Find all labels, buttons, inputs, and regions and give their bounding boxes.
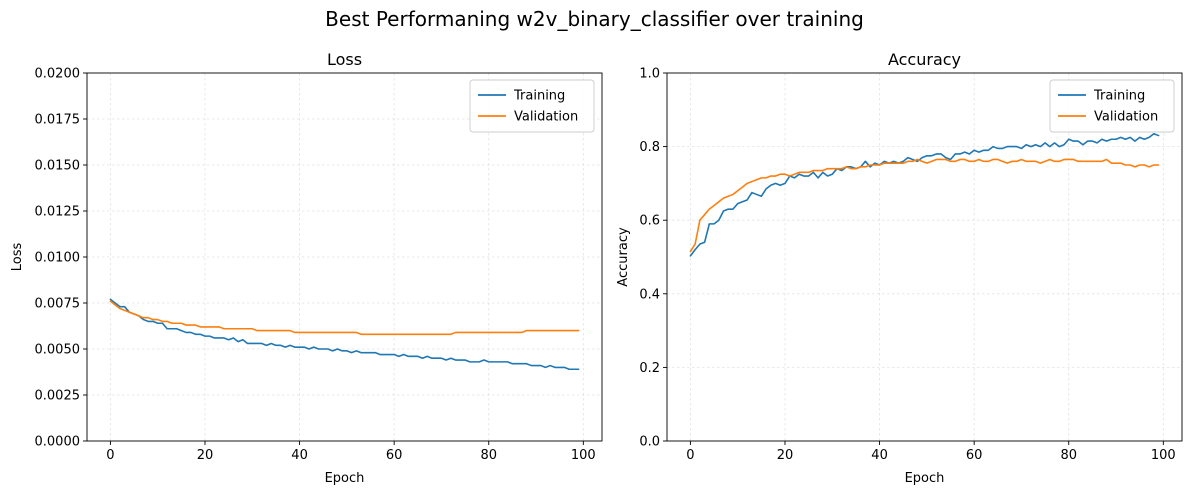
x-tick-label: 0	[106, 448, 114, 463]
series-line-validation	[689, 158, 1160, 253]
y-tick-label: 0.0000	[35, 435, 81, 450]
legend-label: Training	[1093, 89, 1145, 104]
y-tick-label: 0.0150	[35, 159, 81, 174]
y-tick-label: 0.0025	[35, 389, 81, 404]
legend-box	[469, 79, 595, 133]
figure-title: Best Performaning w2v_binary_classifier …	[325, 7, 864, 31]
y-tick-label: 0.6	[639, 214, 660, 229]
x-tick-label: 20	[777, 448, 794, 463]
x-tick-label: 100	[1151, 448, 1176, 463]
y-tick-label: 0.8	[639, 140, 660, 155]
plot-frame	[666, 72, 1183, 442]
chart-title: Accuracy	[888, 50, 961, 69]
x-tick-label: 60	[966, 448, 983, 463]
y-tick-label: 1.0	[639, 67, 660, 82]
legend-label: Training	[513, 89, 565, 104]
y-tick-label: 0.4	[639, 287, 660, 302]
chart-panel-loss: 0 20 40 60 80 100 0.0000 0.0025 0.0050 0.0075 0.01…	[10, 50, 603, 486]
x-tick-label: 100	[571, 448, 596, 463]
legend: Training Validation	[469, 79, 595, 133]
x-tick-label: 40	[871, 448, 888, 463]
legend-box	[1049, 79, 1175, 133]
x-tick-label: 40	[291, 448, 308, 463]
y-axis-label: Loss	[10, 243, 25, 272]
x-axis-label: Epoch	[905, 471, 945, 486]
y-tick-label: 0.0100	[35, 251, 81, 266]
series-line-training	[689, 132, 1160, 257]
legend-label: Validation	[514, 110, 578, 125]
chart-title: Loss	[327, 50, 362, 69]
y-tick-label: 0.0050	[35, 343, 81, 358]
x-tick-label: 0	[686, 448, 694, 463]
legend-label: Validation	[1094, 110, 1158, 125]
y-axis-label: Accuracy	[616, 227, 631, 287]
y-tick-label: 0.0175	[35, 113, 81, 128]
series-line-validation	[109, 300, 580, 336]
chart-panel-accuracy: 0 20 40 60 80 100 0.0 0.2 0.4 0.6 0.8 1.0 Accuracy Ep…	[616, 50, 1183, 486]
y-tick-label: 0.0125	[35, 205, 81, 220]
x-tick-label: 60	[386, 448, 403, 463]
y-tick-label: 0.2	[639, 361, 660, 376]
x-tick-label: 80	[480, 448, 497, 463]
y-tick-label: 0.0200	[35, 67, 81, 82]
y-tick-label: 0.0075	[35, 297, 81, 312]
x-axis-label: Epoch	[325, 471, 365, 486]
x-tick-label: 20	[197, 448, 214, 463]
x-tick-label: 80	[1060, 448, 1077, 463]
y-tick-label: 0.0	[639, 435, 660, 450]
series-line-training	[109, 298, 580, 371]
legend: Training Validation	[1049, 79, 1175, 133]
